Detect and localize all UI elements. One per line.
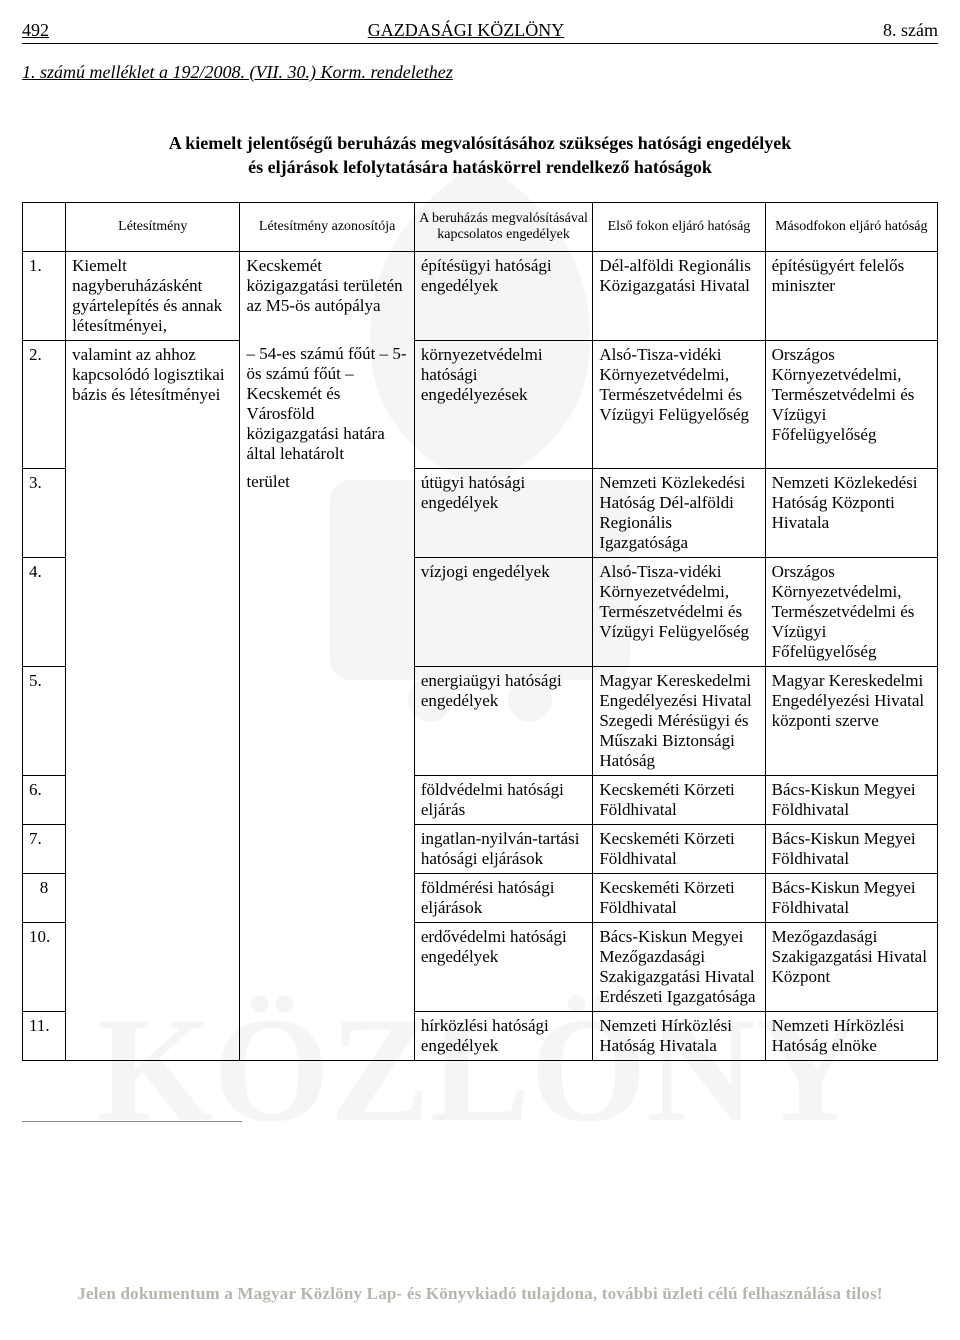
permit-cell: építésügyi hatósági engedélyek [414,251,592,340]
permit-cell: földvédelmi hatósági eljárás [414,775,592,824]
col-header-index [23,202,66,251]
footnote-rule [22,1121,242,1122]
row-number: 8 [23,873,66,922]
col-header-first-instance: Első fokon eljáró hatóság [593,202,765,251]
second-instance-cell: Magyar Kereskedelmi Engedélyezési Hivata… [765,666,937,775]
col-header-permits: A beruházás megvalósításával kapcsolatos… [414,202,592,251]
first-instance-cell: Alsó-Tisza-vidéki Környezetvédelmi, Term… [593,340,765,468]
issue-number: 8. szám [883,20,938,41]
permit-cell: ingatlan-nyilván-tartási hatósági eljárá… [414,824,592,873]
permit-cell: környezetvédelmi hatósági engedélyezések [414,340,592,468]
row-number: 4. [23,557,66,666]
annex-reference: 1. számú melléklet a 192/2008. (VII. 30.… [22,62,938,83]
permit-cell: útügyi hatósági engedélyek [414,468,592,557]
table-row: 2. valamint az ahhoz kapcsolódó logiszti… [23,340,938,468]
section-title: A kiemelt jelentőségű beruházás megvalós… [22,131,938,180]
second-instance-cell: Nemzeti Közlekedési Hatóság Központi Hiv… [765,468,937,557]
second-instance-cell: Országos Környezetvédelmi, Természetvéde… [765,340,937,468]
first-instance-cell: Nemzeti Hírközlési Hatóság Hivatala [593,1011,765,1060]
permit-cell: vízjogi engedélyek [414,557,592,666]
row-number: 1. [23,251,66,340]
first-instance-cell: Magyar Kereskedelmi Engedélyezési Hivata… [593,666,765,775]
permit-cell: földmérési hatósági eljárások [414,873,592,922]
copyright-footer: Jelen dokumentum a Magyar Közlöny Lap- é… [0,1284,960,1304]
authorities-table: Létesítmény Létesítmény azonosítója A be… [22,202,938,1061]
first-instance-cell: Nemzeti Közlekedési Hatóság Dél-alföldi … [593,468,765,557]
second-instance-cell: Országos Környezetvédelmi, Természetvéde… [765,557,937,666]
first-instance-cell: Kecskeméti Körzeti Földhivatal [593,775,765,824]
second-instance-cell: Bács-Kiskun Megyei Földhivatal [765,873,937,922]
table-header-row: Létesítmény Létesítmény azonosítója A be… [23,202,938,251]
second-instance-cell: Bács-Kiskun Megyei Földhivatal [765,775,937,824]
col-header-identifier: Létesítmény azonosítója [240,202,414,251]
second-instance-cell: Mezőgazdasági Szakigazgatási Hivatal Köz… [765,922,937,1011]
second-instance-cell: Nemzeti Hírközlési Hatóság elnöke [765,1011,937,1060]
first-instance-cell: Alsó-Tisza-vidéki Környezetvédelmi, Term… [593,557,765,666]
permit-cell: energiaügyi hatósági engedélyek [414,666,592,775]
identifier-cell-part1: Kecskemét közigazgatási területén az M5-… [240,251,414,340]
identifier-cell-part3: terület [240,468,414,1060]
journal-title: GAZDASÁGI KÖZLÖNY [49,20,883,41]
row-number: 6. [23,775,66,824]
second-instance-cell: Bács-Kiskun Megyei Földhivatal [765,824,937,873]
row-number: 11. [23,1011,66,1060]
first-instance-cell: Dél-alföldi Regionális Közigazgatási Hiv… [593,251,765,340]
page-number: 492 [22,20,49,41]
row-number: 10. [23,922,66,1011]
permit-cell: erdővédelmi hatósági engedélyek [414,922,592,1011]
col-header-facility: Létesítmény [66,202,240,251]
permit-cell: hírközlési hatósági engedélyek [414,1011,592,1060]
row-number: 7. [23,824,66,873]
first-instance-cell: Kecskeméti Körzeti Földhivatal [593,873,765,922]
facility-cell-part2: valamint az ahhoz kapcsolódó logisztikai… [66,340,240,1060]
table-row: 1. Kiemelt nagyberuházásként gyártelepít… [23,251,938,340]
first-instance-cell: Kecskeméti Körzeti Földhivatal [593,824,765,873]
row-number: 3. [23,468,66,557]
row-number: 2. [23,340,66,468]
row-number: 5. [23,666,66,775]
first-instance-cell: Bács-Kiskun Megyei Mezőgazdasági Szakiga… [593,922,765,1011]
col-header-second-instance: Másodfokon eljáró hatóság [765,202,937,251]
second-instance-cell: építésügyért felelős miniszter [765,251,937,340]
page-header: 492 GAZDASÁGI KÖZLÖNY 8. szám [22,20,938,44]
title-line-2: és eljárások lefolytatására hatáskörrel … [22,155,938,179]
title-line-1: A kiemelt jelentőségű beruházás megvalós… [22,131,938,155]
identifier-cell-part2: – 54-es számú főút – 5-ös számú főút – K… [240,340,414,468]
facility-cell-part1: Kiemelt nagyberuházásként gyártelepítés … [66,251,240,340]
